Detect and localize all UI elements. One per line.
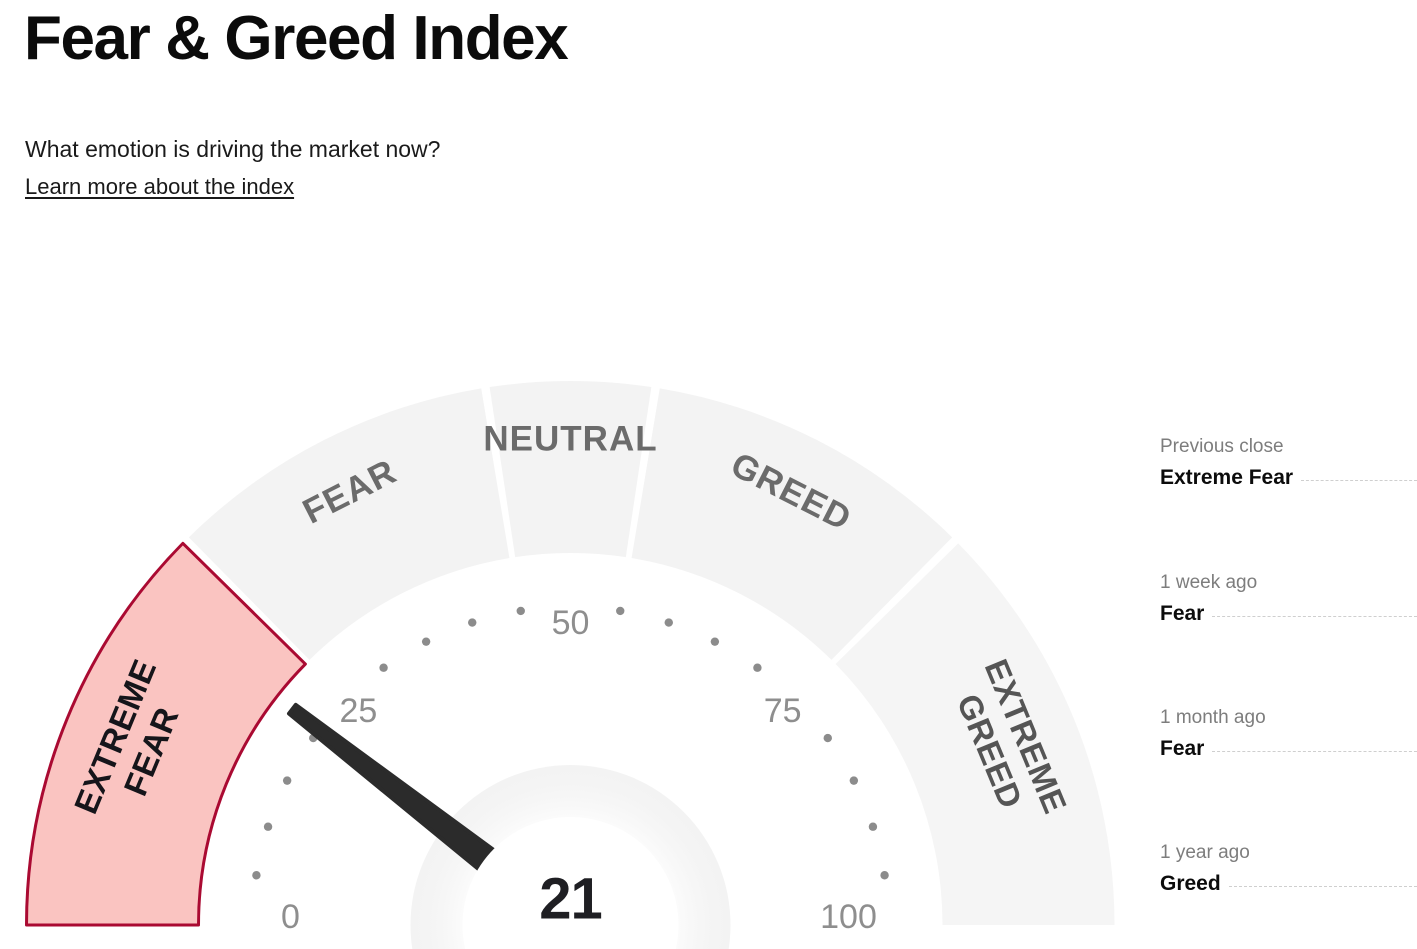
gauge-tick-dot — [823, 733, 832, 743]
gauge-band-group — [25, 381, 1115, 927]
gauge-tick-label: 0 — [281, 898, 300, 936]
gauge-tick-label: 100 — [820, 898, 877, 936]
gauge-hub — [462, 817, 679, 949]
history-value: Fear — [1160, 601, 1205, 625]
gauge-segment-greed[interactable] — [631, 388, 953, 660]
history-value-row: Greed — [1160, 870, 1417, 897]
gauge-tick-dot — [379, 663, 388, 672]
history-value-row: Fear — [1160, 735, 1417, 762]
page-subtitle: What emotion is driving the market now? — [25, 136, 441, 162]
gauge-tick-dot — [282, 776, 292, 785]
gauge-segment-label: NEUTRAL — [483, 419, 657, 458]
history-item-1-week-ago: 1 week ago Fear — [1160, 570, 1417, 627]
gauge-value-label: 21 — [539, 866, 602, 931]
gauge-tick-dot — [664, 618, 673, 627]
history-period-label: 1 week ago — [1160, 572, 1258, 593]
gauge-tick-dot — [868, 822, 878, 831]
history-period-label: 1 month ago — [1160, 707, 1266, 728]
learn-more-link[interactable]: Learn more about the index — [25, 174, 295, 199]
history-item-1-month-ago: 1 month ago Fear — [1160, 705, 1417, 762]
gauge-tick-dot — [252, 871, 261, 880]
gauge-tick-dot — [880, 871, 889, 880]
gauge-tick-dot — [468, 618, 477, 627]
history-period-label: Previous close — [1160, 436, 1284, 457]
history-item-1-year-ago: 1 year ago Greed — [1160, 840, 1417, 897]
history-period-label: 1 year ago — [1160, 842, 1250, 863]
gauge-tick-label: 75 — [764, 692, 802, 730]
gauge-segment-extreme-fear[interactable] — [25, 541, 307, 927]
history-value: Greed — [1160, 871, 1221, 895]
gauge-tick-numbers: 0 25 50 75 100 — [281, 604, 877, 936]
dotted-leader — [1212, 615, 1417, 617]
dotted-leader — [1228, 885, 1417, 887]
gauge-tick-dot — [710, 637, 720, 646]
gauge-tick-dot — [421, 637, 431, 646]
dotted-leader — [1301, 479, 1417, 481]
history-value: Extreme Fear — [1160, 465, 1294, 489]
dotted-leader — [1212, 750, 1417, 752]
history-value-row: Extreme Fear — [1160, 464, 1417, 491]
gauge-tick-label: 50 — [552, 604, 590, 642]
gauge-tick-dot — [616, 606, 625, 616]
history-value-row: Fear — [1160, 600, 1417, 627]
gauge-tick-dots — [252, 606, 889, 880]
gauge-tick-dot — [263, 822, 273, 831]
page-title: Fear & Greed Index — [24, 4, 569, 73]
history-item-previous-close: Previous close Extreme Fear — [1160, 434, 1417, 491]
history-panel: Previous close Extreme Fear 1 week ago F… — [1160, 420, 1417, 920]
gauge-segment-fear[interactable] — [188, 388, 510, 660]
gauge-segment-neutral[interactable] — [489, 381, 652, 558]
fear-greed-gauge: EXTREMEFEAR FEAR NEUTRAL GREED EXTREMEGREED … — [0, 360, 1150, 949]
gauge-segment-extreme-greed[interactable] — [835, 543, 1115, 925]
history-value: Fear — [1160, 736, 1205, 760]
gauge-tick-label: 25 — [339, 692, 377, 730]
gauge-tick-dot — [849, 776, 859, 785]
gauge-tick-dot — [516, 606, 525, 616]
gauge-tick-dot — [753, 663, 762, 672]
gauge-svg: EXTREMEFEARFEARNEUTRALGREEDEXTREMEGREED … — [25, 381, 1115, 949]
